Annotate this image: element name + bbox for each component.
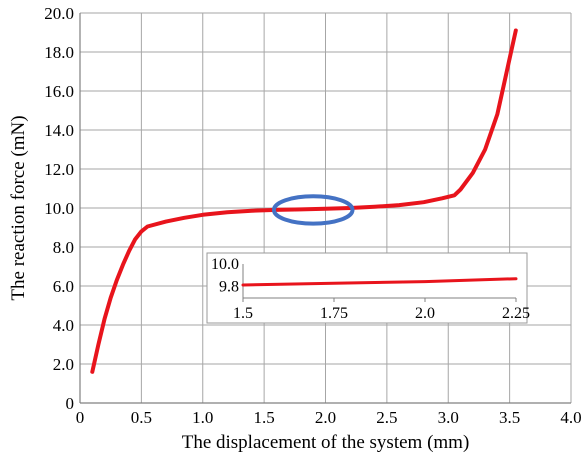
main-axes [79,13,571,404]
x-tick-label: 3.0 [438,408,459,427]
inset-x-tick-label: 2.0 [415,305,435,322]
x-tick-label: 1.0 [192,408,213,427]
y-tick-label: 4.0 [53,316,74,335]
y-tick-label: 0 [66,394,75,413]
y-tick-label: 8.0 [53,238,74,257]
x-tick-label: 0 [76,408,85,427]
x-axis-title: The displacement of the system (mm) [182,432,470,453]
inset-x-tick-label: 1.75 [320,305,348,322]
y-tick-labels: 0 2.0 4.0 6.0 8.0 10.0 12.0 14.0 16.0 18.0 20.0 [44,4,74,413]
y-tick-label: 20.0 [44,4,74,23]
y-tick-label: 12.0 [44,160,74,179]
x-tick-label: 2.0 [315,408,336,427]
inset-x-tick-label: 2.25 [502,305,530,322]
x-tick-label: 2.5 [376,408,397,427]
x-tick-label: 4.0 [560,408,581,427]
inset-chart: 1.5 1.75 2.0 2.25 9.8 10.0 [206,252,530,324]
inset-y-tick-labels: 9.8 10.0 [211,256,239,296]
y-tick-label: 6.0 [53,277,74,296]
highlight-ellipse [271,194,355,226]
x-tick-label: 3.5 [499,408,520,427]
inset-x-tick-labels: 1.5 1.75 2.0 2.25 [233,305,530,322]
inset-y-tick-label: 9.8 [219,279,239,296]
inset-y-tick-label: 10.0 [211,256,239,273]
y-tick-label: 16.0 [44,82,74,101]
inset-curve [241,277,518,287]
y-tick-label: 2.0 [53,355,74,374]
inset-background [206,252,528,324]
y-tick-label: 10.0 [44,199,74,218]
force-displacement-curve [90,28,518,374]
x-tick-labels: 0 0.5 1.0 1.5 2.0 2.5 3.0 3.5 4.0 [76,408,582,427]
x-tick-label: 1.5 [254,408,275,427]
y-axis-title: The reaction force (mN) [8,115,29,300]
inset-x-tick-label: 1.5 [233,305,253,322]
x-tick-label: 0.5 [131,408,152,427]
y-tick-label: 14.0 [44,121,74,140]
inset-axes [242,264,517,302]
y-tick-label: 18.0 [44,43,74,62]
